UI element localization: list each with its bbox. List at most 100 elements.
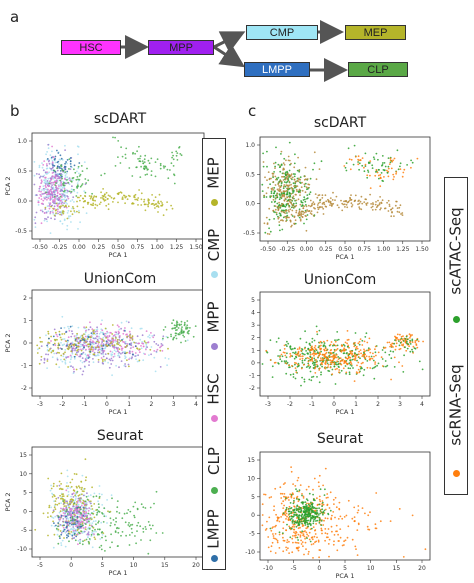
data-point xyxy=(138,189,141,191)
data-point xyxy=(44,206,47,209)
data-point xyxy=(109,359,112,362)
data-point xyxy=(57,152,60,154)
data-point xyxy=(387,165,390,168)
data-point xyxy=(50,181,53,184)
data-point xyxy=(112,201,114,203)
data-point xyxy=(281,195,284,197)
data-point xyxy=(290,183,292,186)
data-point xyxy=(406,164,408,166)
data-point xyxy=(40,190,42,193)
data-point xyxy=(54,184,57,186)
data-point xyxy=(299,337,302,340)
data-point xyxy=(39,185,41,188)
data-point xyxy=(72,196,75,199)
data-point xyxy=(343,200,345,203)
data-point xyxy=(55,527,58,530)
data-point xyxy=(69,502,71,505)
data-point xyxy=(37,204,40,206)
data-point xyxy=(98,348,101,351)
data-point xyxy=(369,174,371,177)
data-point xyxy=(305,350,307,352)
data-point xyxy=(295,488,297,490)
data-point xyxy=(274,184,277,186)
data-point xyxy=(92,495,95,498)
data-point xyxy=(39,340,42,343)
data-point xyxy=(355,347,357,350)
data-point xyxy=(278,198,281,201)
data-point xyxy=(77,167,80,170)
data-point xyxy=(348,356,350,358)
data-point xyxy=(309,177,312,180)
data-point xyxy=(150,174,153,177)
data-point xyxy=(340,199,342,202)
data-point xyxy=(67,197,70,200)
data-point xyxy=(90,346,93,349)
data-point xyxy=(85,212,88,215)
data-point xyxy=(101,536,103,539)
data-point xyxy=(62,338,64,341)
data-point xyxy=(81,502,84,504)
data-point xyxy=(353,355,356,357)
data-point xyxy=(109,546,111,549)
data-point xyxy=(301,532,303,534)
data-point xyxy=(154,175,157,178)
data-point xyxy=(48,337,50,340)
data-point xyxy=(83,487,86,490)
data-point xyxy=(300,200,302,202)
data-point xyxy=(57,496,60,499)
data-point xyxy=(34,226,37,228)
data-point xyxy=(272,189,275,191)
data-point xyxy=(109,517,112,520)
data-point xyxy=(124,340,127,343)
data-point xyxy=(87,343,89,346)
data-point xyxy=(67,190,70,193)
data-point xyxy=(334,355,337,357)
x-tick-label: 20 xyxy=(418,565,426,572)
data-point xyxy=(78,515,81,518)
data-point xyxy=(113,353,116,355)
data-point xyxy=(294,521,297,524)
data-point xyxy=(74,349,76,352)
data-point xyxy=(76,205,79,208)
data-point xyxy=(332,343,335,346)
data-point xyxy=(159,349,162,352)
data-point xyxy=(60,181,63,184)
data-point xyxy=(330,205,333,207)
data-point xyxy=(305,366,308,368)
data-point xyxy=(84,195,86,197)
data-point xyxy=(147,521,150,523)
data-point xyxy=(277,183,280,186)
data-point xyxy=(343,516,346,518)
data-point xyxy=(40,359,43,361)
data-point xyxy=(295,211,298,214)
data-point xyxy=(341,517,344,520)
data-point xyxy=(56,503,59,506)
data-point xyxy=(331,361,333,364)
data-point xyxy=(106,499,108,501)
data-point xyxy=(85,503,88,506)
data-point xyxy=(118,354,120,357)
data-point xyxy=(314,348,317,350)
data-point xyxy=(107,338,109,341)
data-point xyxy=(62,518,65,520)
data-point xyxy=(308,367,311,369)
data-point xyxy=(337,533,339,536)
data-point xyxy=(392,178,395,181)
data-point xyxy=(84,528,87,530)
data-point xyxy=(375,152,378,155)
data-point xyxy=(323,349,326,352)
data-point xyxy=(268,207,271,210)
data-point xyxy=(280,153,282,155)
data-point xyxy=(387,199,390,202)
data-point xyxy=(357,342,360,345)
data-point xyxy=(78,494,81,496)
data-point xyxy=(59,154,62,157)
data-point xyxy=(351,204,354,206)
data-point xyxy=(279,164,281,167)
data-point xyxy=(324,488,326,491)
data-point xyxy=(284,212,287,214)
data-point xyxy=(64,144,66,147)
data-point xyxy=(399,333,401,336)
data-point xyxy=(272,198,275,201)
